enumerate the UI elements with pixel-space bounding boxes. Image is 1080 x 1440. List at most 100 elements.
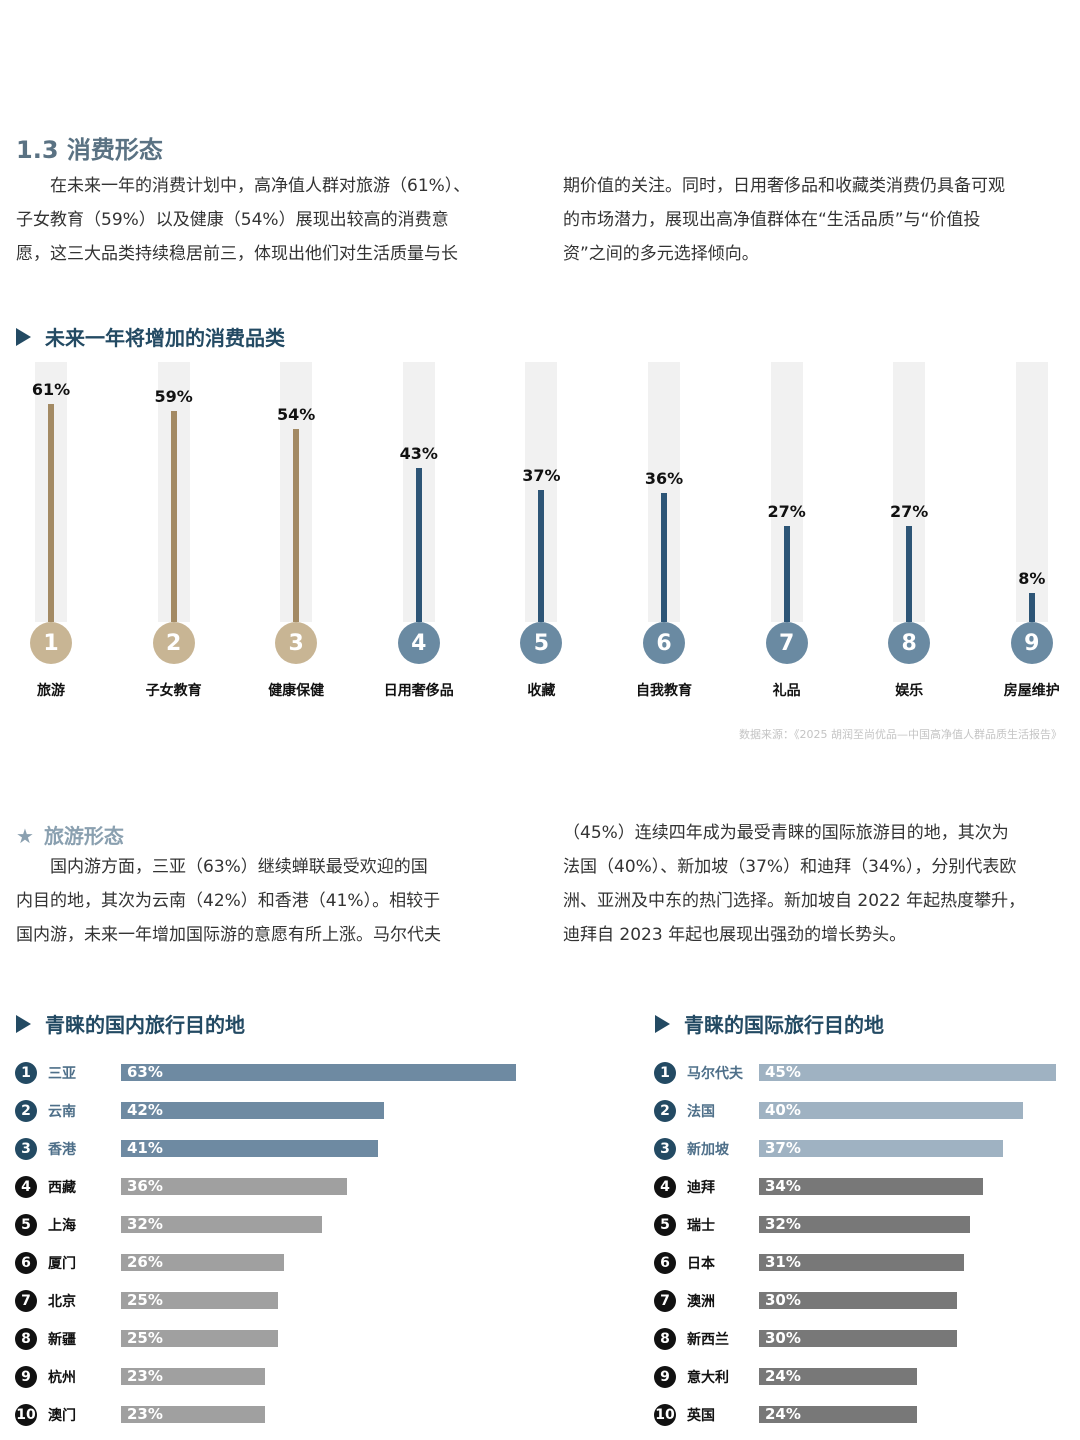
bar-row: 9 杭州 23% [15, 1366, 516, 1388]
travel-left-line: 内目的地，其次为云南（42%）和香港（41%）。相较于 [16, 891, 441, 911]
chart-rank-circle: 9 [1010, 622, 1053, 664]
chart-rank-circle: 7 [765, 622, 808, 664]
destination-bar: 26% [121, 1253, 285, 1271]
bar-value-label: 30% [765, 1329, 801, 1347]
chart-rank-circle: 1 [30, 622, 72, 664]
bar-row: 3 香港 41% [15, 1138, 516, 1160]
bar-row: 6 日本 31% [654, 1252, 1056, 1274]
bar-row: 1 马尔代夫 45% [654, 1062, 1056, 1084]
bar-row: 1 三亚 63% [15, 1062, 516, 1084]
destination-label: 新疆 [48, 1332, 76, 1348]
chart-data-label: 37% [522, 465, 561, 485]
chart-data-label: 43% [399, 444, 438, 464]
rank-badge: 6 [654, 1252, 676, 1274]
destination-label: 日本 [687, 1256, 715, 1272]
destination-label: 云南 [48, 1104, 76, 1120]
travel-right-line: 迪拜自 2023 年起也展现出强劲的增长势头。 [563, 925, 907, 945]
bar-value-label: 24% [765, 1367, 801, 1385]
rank-badge: 9 [654, 1366, 676, 1388]
chart-column-track [1015, 362, 1048, 622]
destination-bar: 32% [121, 1215, 322, 1233]
bar-value-label: 36% [127, 1177, 163, 1195]
bar-row: 6 厦门 26% [15, 1252, 516, 1274]
destination-bar: 31% [759, 1253, 964, 1271]
bar-value-label: 23% [127, 1367, 163, 1385]
section-title: 1.3 消费形态 [16, 136, 163, 164]
destination-label: 厦门 [48, 1256, 76, 1272]
chart-bar [538, 489, 545, 622]
bar-row: 4 西藏 36% [15, 1176, 516, 1198]
chart-category-label: 自我教育 [636, 683, 692, 699]
chart-category-label: 旅游 [37, 683, 65, 699]
destination-label: 北京 [48, 1294, 76, 1310]
chart-category-label: 娱乐 [895, 683, 924, 699]
destination-bar: 30% [759, 1291, 957, 1309]
triangle-icon [16, 1014, 31, 1033]
rank-badge: 5 [654, 1214, 676, 1236]
bar-value-label: 42% [127, 1101, 163, 1119]
destination-label: 上海 [48, 1218, 76, 1234]
destination-bar: 34% [759, 1177, 984, 1195]
bar-value-label: 32% [127, 1215, 163, 1233]
destination-label: 新加坡 [687, 1142, 729, 1158]
rank-badge: 8 [654, 1328, 676, 1350]
intro-left-line: 在未来一年的消费计划中，高净值人群对旅游（61%）、 [16, 176, 471, 196]
destination-bar: 23% [121, 1367, 266, 1385]
travel-left-column: 国内游方面，三亚（63%）继续蝉联最受欢迎的国 内目的地，其次为云南（42%）和… [16, 850, 516, 952]
bar-row: 10 澳门 23% [15, 1404, 516, 1426]
bar-row: 5 上海 32% [15, 1214, 516, 1236]
destination-bar: 30% [759, 1329, 957, 1347]
chart-rank-circle: 5 [520, 622, 563, 664]
intro-right-column: 期价值的关注。同时，日用奢侈品和收藏类消费仍具备可观 的市场潜力，展现出高净值群… [563, 169, 1063, 271]
destination-label: 瑞士 [687, 1218, 715, 1234]
destination-bar: 32% [759, 1215, 971, 1233]
bar-value-label: 24% [765, 1405, 801, 1423]
bar-value-label: 25% [127, 1291, 163, 1309]
bar-row: 7 澳洲 30% [654, 1290, 1056, 1312]
destination-bar: 23% [121, 1405, 266, 1423]
chart-category-label: 礼品 [772, 683, 801, 699]
travel-left-line: 国内游方面，三亚（63%）继续蝉联最受欢迎的国 [16, 857, 428, 877]
chart-bar [906, 525, 913, 622]
chart-bar [415, 468, 422, 622]
rank-badge: 10 [15, 1404, 37, 1426]
destination-bar: 25% [121, 1329, 278, 1347]
travel-right-column: （45%）连续四年成为最受青睐的国际旅游目的地，其次为 法国（40%）、新加坡（… [563, 816, 1063, 952]
rank-badge: 9 [15, 1366, 37, 1388]
travel-title: ★ 旅游形态 [16, 820, 124, 849]
chart-category-label: 日用奢侈品 [383, 683, 454, 699]
bar-value-label: 37% [765, 1139, 801, 1157]
rank-badge: 10 [654, 1404, 676, 1426]
bar-value-label: 30% [765, 1291, 801, 1309]
travel-right-line: 洲、亚洲及中东的热门选择。新加坡自 2022 年起热度攀升， [563, 891, 1026, 911]
chart-category-label: 子女教育 [145, 683, 202, 699]
source-note: 数据来源：《2025 胡润至尚优品—中国高净值人群品质生活报告》 [739, 728, 1062, 741]
bar-value-label: 31% [765, 1253, 801, 1271]
chart-bar [661, 493, 667, 622]
destination-label: 杭州 [48, 1370, 76, 1386]
intro-left-column: 在未来一年的消费计划中，高净值人群对旅游（61%）、 子女教育（59%）以及健康… [16, 169, 516, 271]
chart-category-label: 房屋维护 [1003, 683, 1060, 699]
destination-label: 澳洲 [687, 1294, 715, 1310]
bar-row: 5 瑞士 32% [654, 1214, 1056, 1236]
rank-badge: 2 [15, 1100, 37, 1122]
chart-data-label: 59% [154, 387, 193, 407]
bar-row: 2 云南 42% [15, 1100, 516, 1122]
destination-bar: 37% [759, 1139, 1004, 1157]
destination-bar: 45% [759, 1063, 1056, 1081]
rank-badge: 4 [654, 1176, 676, 1198]
bar-row: 9 意大利 24% [654, 1366, 1056, 1388]
chart-category-label: 健康保健 [268, 683, 325, 699]
chart-bar [783, 525, 790, 622]
rank-badge: 2 [654, 1100, 676, 1122]
travel-title-text: 旅游形态 [43, 824, 124, 848]
bar-value-label: 25% [127, 1329, 163, 1347]
destination-bar: 42% [121, 1101, 385, 1119]
bar-row: 2 法国 40% [654, 1100, 1056, 1122]
rank-badge: 5 [15, 1214, 37, 1236]
bar-value-label: 32% [765, 1215, 801, 1233]
bar-row: 4 迪拜 34% [654, 1176, 1056, 1198]
bar-value-label: 41% [127, 1139, 163, 1157]
chart-data-label: 54% [277, 405, 316, 425]
bar-value-label: 45% [765, 1063, 801, 1081]
